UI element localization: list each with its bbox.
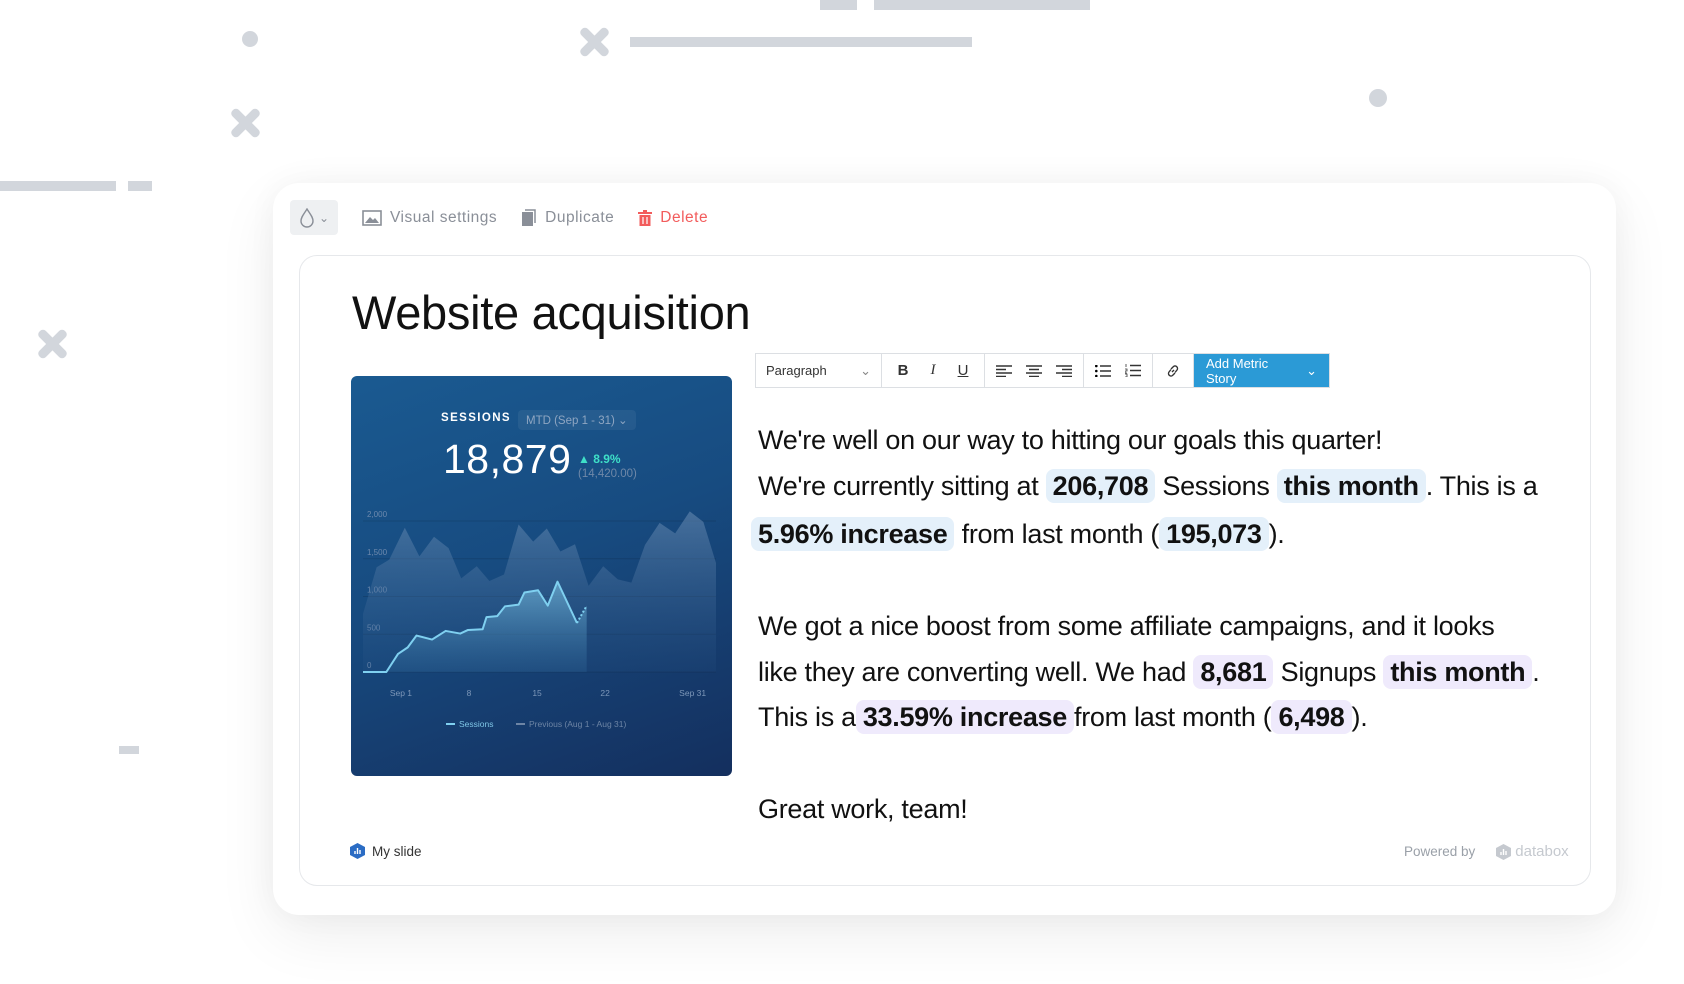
decor-dot <box>242 31 258 47</box>
decor-bar <box>820 0 857 10</box>
link-button[interactable] <box>1158 354 1188 387</box>
databox-logo-icon <box>1496 843 1512 860</box>
align-left-button[interactable] <box>989 354 1019 387</box>
chevron-down-icon: ⌄ <box>318 210 330 225</box>
duplicate-button[interactable]: Duplicate <box>521 209 614 227</box>
legend-label: Previous (Aug 1 - Aug 31) <box>529 719 627 729</box>
sessions-series-line <box>363 580 578 673</box>
decor-bar <box>630 37 972 47</box>
align-center-button[interactable] <box>1019 354 1049 387</box>
text-line[interactable]: 5.96% increase from last month (195,073)… <box>751 514 1285 554</box>
duplicate-icon <box>522 208 536 226</box>
image-icon <box>362 209 382 226</box>
align-right-icon <box>1056 364 1072 377</box>
visual-settings-button[interactable]: Visual settings <box>362 209 497 227</box>
decor-dot <box>1369 89 1387 107</box>
metric-token[interactable]: this month <box>1276 469 1426 503</box>
x-tick-label: 8 <box>467 688 472 698</box>
numbered-list-button[interactable] <box>1118 354 1148 387</box>
date-range-dropdown[interactable]: MTD (Sep 1 - 31) ⌄ <box>518 410 636 430</box>
slide-canvas <box>299 255 1591 886</box>
sessions-series-area <box>363 581 587 672</box>
sessions-projection-line <box>576 605 588 624</box>
chevron-down-icon: ⌄ <box>860 362 871 378</box>
bold-button[interactable]: B <box>897 362 909 379</box>
metric-token[interactable]: 206,708 <box>1045 469 1156 503</box>
align-right-button[interactable] <box>1049 354 1079 387</box>
decor-x-icon <box>35 327 69 361</box>
databox-brand[interactable]: databox <box>1496 843 1569 860</box>
y-tick-label: 2,000 <box>367 510 388 519</box>
decor-bar <box>128 181 152 191</box>
slide-title[interactable]: Website acquisition <box>352 286 751 339</box>
databox-logo-icon <box>350 843 365 859</box>
text-line[interactable]: We're currently sitting at 206,708 Sessi… <box>758 469 1538 503</box>
bullet-list-button[interactable] <box>1088 354 1118 387</box>
text-line[interactable]: We're well on our way to hitting our goa… <box>758 425 1383 455</box>
decor-bar <box>119 746 139 754</box>
droplet-icon <box>300 207 314 228</box>
slide-name[interactable]: My slide <box>350 843 422 859</box>
underline-button[interactable]: U <box>957 362 969 379</box>
sessions-widget[interactable]: SESSIONS MTD (Sep 1 - 31) ⌄ 18,879 ▲ 8.9… <box>351 376 732 776</box>
x-tick-label: Sep 31 <box>679 688 706 698</box>
decor-x-icon <box>228 106 262 140</box>
text-line[interactable]: like they are converting well. We had 8,… <box>758 655 1540 689</box>
bullet-list-icon <box>1095 364 1111 377</box>
add-metric-story-button[interactable]: Add Metric Story ⌄ <box>1194 354 1329 387</box>
chevron-down-icon: ⌄ <box>618 415 628 427</box>
metric-token[interactable]: 8,681 <box>1193 655 1274 689</box>
x-tick-label: Sep 1 <box>390 688 412 698</box>
widget-value: 18,879 <box>443 436 572 482</box>
text-line[interactable]: We got a nice boost from some affiliate … <box>758 611 1495 641</box>
text-line[interactable]: Great work, team! <box>758 794 968 824</box>
metric-token[interactable]: 6,498 <box>1271 700 1352 734</box>
metric-token[interactable]: 33.59% increase <box>855 700 1074 734</box>
x-tick-label: 22 <box>600 688 610 698</box>
metric-token[interactable]: this month <box>1383 655 1533 689</box>
decor-x-icon <box>577 25 611 59</box>
editor-toolbar: Paragraph ⌄ B I U Add Metric Story ⌄ <box>755 353 1330 388</box>
chevron-down-icon: ⌄ <box>1306 362 1317 378</box>
widget-metric-name: SESSIONS <box>441 412 511 424</box>
delete-button[interactable]: Delete <box>638 209 708 227</box>
y-tick-label: 1,500 <box>367 548 388 557</box>
trash-icon <box>638 209 653 226</box>
align-center-icon <box>1026 364 1042 377</box>
slide-actions-bar: ⌄ Visual settings Duplicate Delete <box>290 200 708 235</box>
metric-token[interactable]: 195,073 <box>1159 517 1269 551</box>
block-format-select[interactable]: Paragraph ⌄ <box>756 354 882 387</box>
metric-token[interactable]: 5.96% increase <box>751 517 955 551</box>
italic-button[interactable]: I <box>930 362 936 378</box>
decor-bar <box>0 181 116 191</box>
align-left-icon <box>996 364 1012 377</box>
text-line[interactable]: This is a 33.59% increase from last month … <box>758 700 1368 734</box>
widget-previous-value: (14,420.00) <box>578 468 637 480</box>
decor-bar <box>874 0 1090 10</box>
numbered-list-icon <box>1125 364 1141 377</box>
theme-dropdown-button[interactable]: ⌄ <box>290 200 338 235</box>
x-tick-label: 15 <box>532 688 542 698</box>
legend-label: Sessions <box>459 719 494 729</box>
powered-by: Powered by databox <box>1404 843 1569 860</box>
link-icon <box>1167 364 1179 377</box>
widget-change: ▲ 8.9% <box>578 452 621 466</box>
